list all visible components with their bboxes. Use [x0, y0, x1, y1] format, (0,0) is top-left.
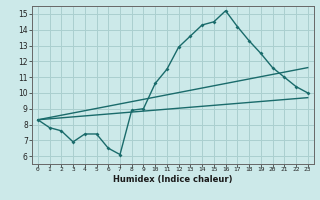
X-axis label: Humidex (Indice chaleur): Humidex (Indice chaleur) [113, 175, 233, 184]
